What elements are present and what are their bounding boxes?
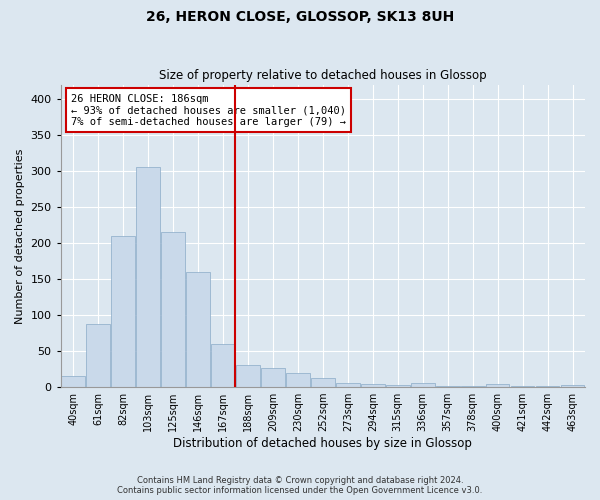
Bar bbox=[511, 386, 535, 387]
Bar bbox=[236, 366, 260, 387]
Bar bbox=[211, 344, 235, 387]
Bar bbox=[61, 376, 85, 387]
Text: Contains HM Land Registry data © Crown copyright and database right 2024.
Contai: Contains HM Land Registry data © Crown c… bbox=[118, 476, 482, 495]
Text: 26, HERON CLOSE, GLOSSOP, SK13 8UH: 26, HERON CLOSE, GLOSSOP, SK13 8UH bbox=[146, 10, 454, 24]
Bar bbox=[361, 384, 385, 387]
X-axis label: Distribution of detached houses by size in Glossop: Distribution of detached houses by size … bbox=[173, 437, 472, 450]
Bar bbox=[486, 384, 509, 387]
Bar bbox=[261, 368, 285, 387]
Bar bbox=[286, 372, 310, 387]
Bar bbox=[86, 324, 110, 387]
Title: Size of property relative to detached houses in Glossop: Size of property relative to detached ho… bbox=[159, 69, 487, 82]
Bar bbox=[186, 272, 210, 387]
Text: 26 HERON CLOSE: 186sqm
← 93% of detached houses are smaller (1,040)
7% of semi-d: 26 HERON CLOSE: 186sqm ← 93% of detached… bbox=[71, 94, 346, 127]
Y-axis label: Number of detached properties: Number of detached properties bbox=[15, 148, 25, 324]
Bar bbox=[136, 168, 160, 387]
Bar bbox=[560, 385, 584, 387]
Bar bbox=[461, 386, 485, 387]
Bar bbox=[436, 386, 460, 387]
Bar bbox=[111, 236, 135, 387]
Bar bbox=[386, 385, 410, 387]
Bar bbox=[336, 384, 359, 387]
Bar bbox=[536, 386, 559, 387]
Bar bbox=[161, 232, 185, 387]
Bar bbox=[311, 378, 335, 387]
Bar bbox=[411, 384, 434, 387]
